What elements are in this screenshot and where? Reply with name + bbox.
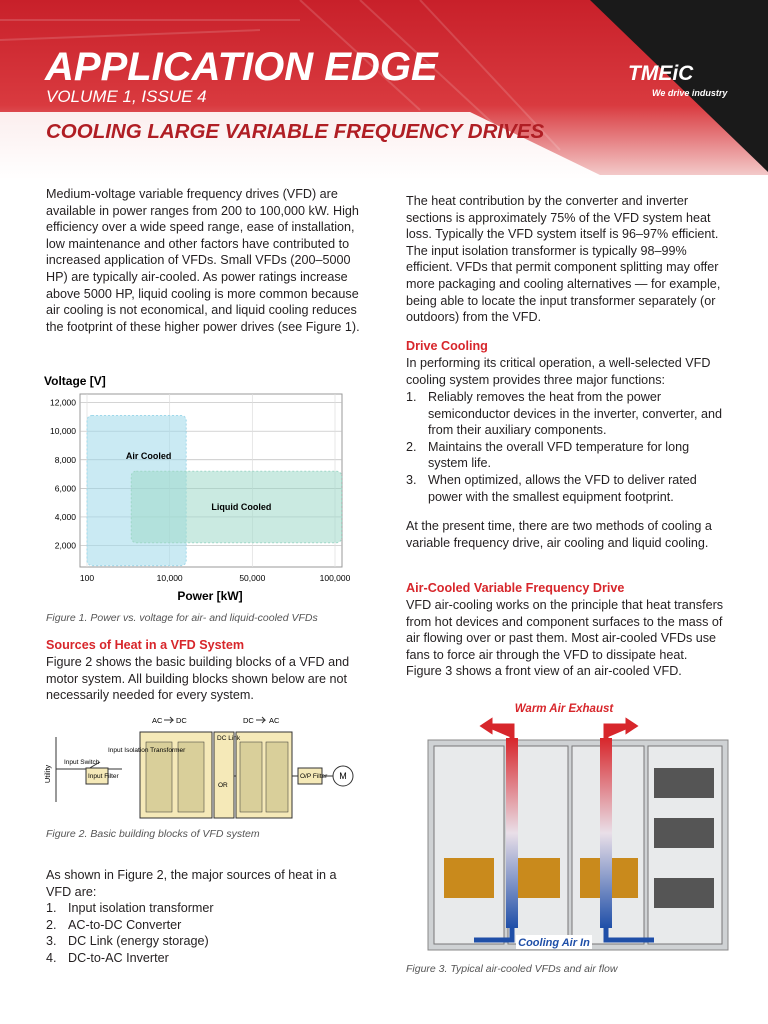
section-heading: Sources of Heat in a VFD System bbox=[46, 638, 245, 652]
cells bbox=[145, 741, 289, 813]
list: 1. Reliably removes the heat from the pow… bbox=[406, 389, 726, 505]
x-tick-label: 50,000 bbox=[239, 573, 265, 583]
section-heading: Air-Cooled Variable Frequency Drive bbox=[406, 581, 625, 595]
list-text: Reliably removes the heat from the power… bbox=[428, 390, 723, 438]
x-tick-label: 100 bbox=[80, 573, 94, 583]
list-marker: 2. bbox=[406, 439, 417, 454]
subtitle: COOLING LARGE VARIABLE FREQUENCY DRIVES bbox=[46, 120, 544, 143]
list-item: 2. AC-to-DC Converter bbox=[46, 917, 356, 934]
label-bg bbox=[516, 935, 592, 949]
y-axis-label: Voltage [V] bbox=[44, 374, 106, 388]
list-item: 1. Input isolation transformer bbox=[46, 900, 356, 917]
arrow bbox=[164, 716, 175, 724]
label: Input Switch bbox=[64, 759, 100, 766]
motor-symbol bbox=[332, 765, 354, 787]
title: APPLICATION EDGE bbox=[44, 45, 439, 89]
label: Warm Air Exhaust bbox=[515, 703, 615, 715]
list-text: AC-to-DC Converter bbox=[68, 917, 182, 932]
y-tick-label: 8,000 bbox=[55, 455, 77, 465]
label: DC Link bbox=[217, 735, 241, 742]
region bbox=[130, 470, 343, 544]
paragraph: Figure 2 shows the basic building blocks… bbox=[46, 655, 350, 703]
section-heading: Drive Cooling bbox=[406, 339, 488, 353]
tagline: We drive industry bbox=[652, 88, 728, 98]
label: Input Isolation Transformer bbox=[108, 747, 186, 754]
header: APPLICATION EDGE VOLUME 1, ISSUE 4 COOLI… bbox=[0, 0, 768, 180]
label-bg bbox=[514, 700, 614, 716]
y-tick-label: 4,000 bbox=[55, 512, 77, 522]
list-item: 1. Reliably removes the heat from the pow… bbox=[406, 389, 726, 439]
air-flow-column bbox=[506, 738, 518, 928]
figure-2-diagram: Utility Input Switch Input Filter Input … bbox=[43, 716, 354, 819]
list-text: When optimized, allows the VFD to delive… bbox=[428, 472, 697, 504]
list-marker: 2. bbox=[46, 917, 57, 932]
paragraph: Medium-voltage variable frequency drives… bbox=[46, 187, 360, 334]
header-band bbox=[0, 0, 768, 175]
label: Input Filter bbox=[88, 773, 120, 780]
header-texture bbox=[0, 0, 561, 151]
x-tick-label: 10,000 bbox=[157, 573, 183, 583]
label: M bbox=[339, 771, 347, 781]
label: AC bbox=[269, 716, 280, 725]
components bbox=[654, 768, 714, 908]
x-tick-label: 100,000 bbox=[320, 573, 351, 583]
list-marker: 1. bbox=[406, 390, 417, 404]
y-tick-label: 2,000 bbox=[55, 541, 77, 551]
list-marker: 3. bbox=[46, 934, 57, 949]
label: DC bbox=[176, 716, 187, 725]
list-item: 3. When optimized, allows the VFD to deli… bbox=[406, 472, 726, 505]
list-text: Maintains the overall VFD temperature fo… bbox=[428, 439, 690, 471]
label: Utility bbox=[43, 765, 52, 784]
list-text: DC-to-AC Inverter bbox=[68, 950, 169, 965]
y-tick-label: 10,000 bbox=[50, 426, 76, 436]
arrow bbox=[256, 716, 267, 724]
label: OR bbox=[218, 782, 228, 789]
list-item: 4. DC-to-AC Inverter bbox=[46, 950, 356, 967]
paragraph: VFD air-cooling works on the principle t… bbox=[406, 598, 724, 679]
dc-link-box bbox=[213, 731, 235, 819]
list-marker: 1. bbox=[46, 901, 57, 915]
list-marker: 3. bbox=[406, 472, 417, 487]
op-filter-box bbox=[297, 767, 323, 785]
list-item: 3. DC Link (energy storage) bbox=[46, 933, 356, 950]
label: O/P Filter bbox=[300, 773, 328, 780]
figure-caption: Figure 3. Typical air-cooled VFDs and ai… bbox=[406, 963, 618, 975]
intake-arrows bbox=[474, 928, 654, 943]
figure-caption: Figure 1. Power vs. voltage for air- and… bbox=[46, 612, 318, 624]
label: AC bbox=[152, 716, 163, 725]
list-text: Input isolation transformer bbox=[68, 901, 214, 915]
figure-1-chart: Voltage [V] Power [kW] 2,000 4,000 6,000 8,… bbox=[44, 374, 351, 603]
figure-caption: Figure 2. Basic building blocks of VFD s… bbox=[46, 828, 260, 840]
input-filter-box bbox=[85, 767, 109, 785]
figure-3-image: Warm Air Exhaust Cooling Air In bbox=[427, 700, 729, 951]
y-tick-label: 12,000 bbox=[50, 398, 76, 408]
x-axis-label: Power [kW] bbox=[177, 589, 242, 603]
paragraph: At the present time, there are two metho… bbox=[406, 519, 712, 550]
region-label: Air Cooled bbox=[126, 451, 172, 461]
label: Cooling Air In bbox=[518, 937, 590, 949]
exhaust-arrows bbox=[479, 717, 639, 738]
logo-panel bbox=[590, 0, 768, 172]
list-item: 2. Maintains the overall VFD temperature … bbox=[406, 439, 726, 472]
paragraph: As shown in Figure 2, the major sources … bbox=[46, 868, 337, 899]
list-marker: 4. bbox=[46, 950, 57, 965]
y-tick-label: 6,000 bbox=[55, 483, 77, 493]
air-flow-column bbox=[600, 738, 612, 928]
region-label: Liquid Cooled bbox=[211, 502, 271, 512]
volume: VOLUME 1, ISSUE 4 bbox=[46, 87, 207, 106]
list: 1. Input isolation transformer 2. AC-to-DC … bbox=[46, 900, 356, 966]
logo: TMEiC bbox=[628, 62, 694, 85]
paragraph: The heat contribution by the converter a… bbox=[406, 194, 721, 325]
list-text: DC Link (energy storage) bbox=[68, 934, 209, 949]
paragraph: In performing its critical operation, a … bbox=[406, 356, 711, 387]
label: DC bbox=[243, 716, 254, 725]
